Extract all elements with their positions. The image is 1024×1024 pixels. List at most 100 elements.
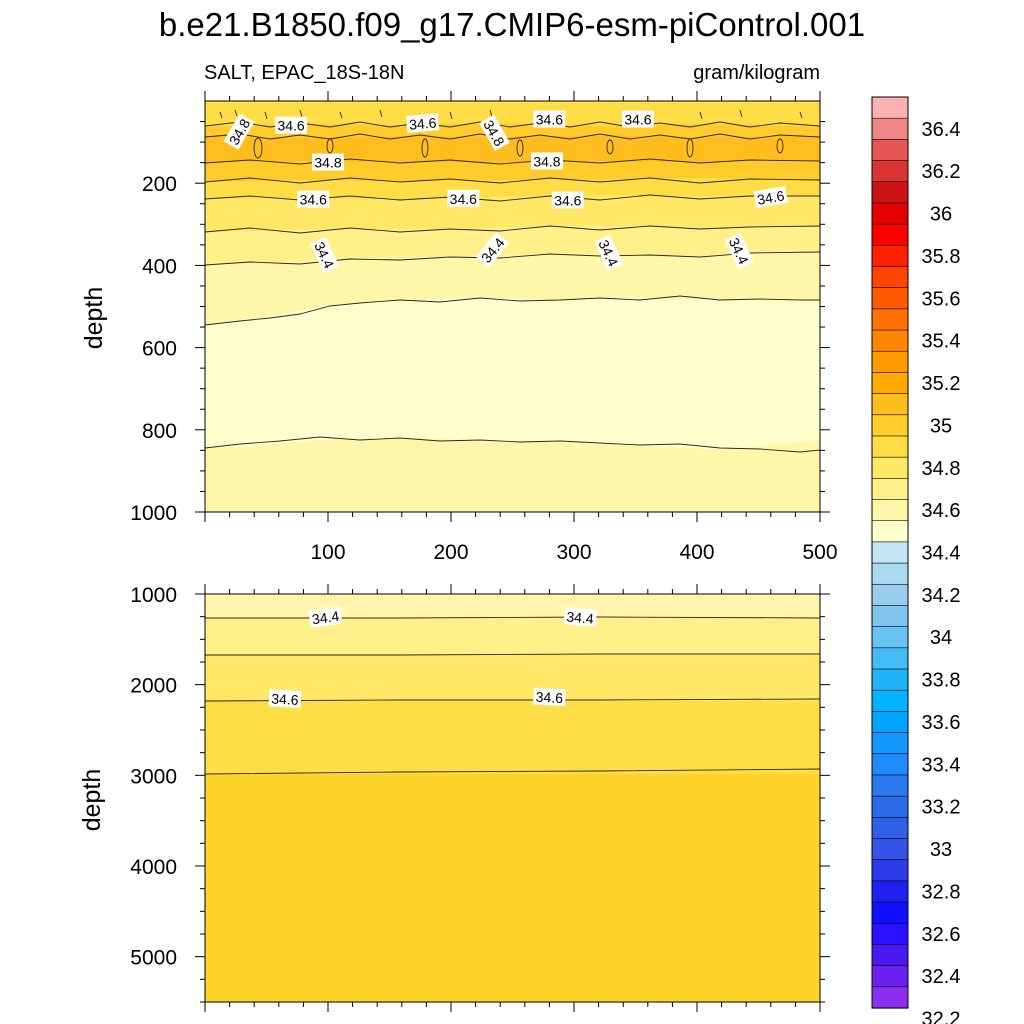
- colorbar-swatch: [871, 223, 909, 246]
- upper-band-34.3: [205, 298, 820, 450]
- y-tick-label: 5000: [130, 947, 177, 970]
- colorbar-swatch: [871, 965, 909, 988]
- colorbar-swatch: [871, 478, 909, 501]
- colorbar-label: 33: [930, 839, 952, 861]
- colorbar-label: 34: [930, 627, 952, 649]
- colorbar-label: 35.6: [922, 288, 961, 310]
- y-tick-label: 200: [142, 173, 177, 196]
- colorbar: 36.4 36.2 36 35.8 35.6 35.4 35.2 35 34.8 34.6 34.4…: [871, 96, 961, 1024]
- contour-label-box: [530, 152, 563, 170]
- colorbar-swatch: [871, 245, 909, 268]
- axis-ticks: [195, 91, 830, 1012]
- colorbar-swatch: [871, 287, 909, 310]
- y-tick-label: 1000: [130, 584, 177, 607]
- colorbar-swatch: [871, 838, 909, 861]
- contour-label-box: [724, 232, 754, 269]
- contour-label-box: [275, 116, 308, 134]
- x-tick-label: 500: [802, 541, 837, 564]
- colorbar-label: 34.6: [922, 500, 961, 522]
- contour-label-text: 34.6: [756, 187, 786, 208]
- contour-label-box: [405, 113, 440, 133]
- contour-label-text: 34.6: [271, 690, 299, 707]
- colorbar-swatch: [871, 901, 909, 924]
- colorbar-swatch: [871, 668, 909, 691]
- colorbar-swatch: [871, 774, 909, 797]
- colorbar-swatch: [871, 96, 909, 119]
- colorbar-swatch: [871, 689, 909, 712]
- contour-label-box: [753, 185, 788, 209]
- contour-label-box: [312, 153, 344, 171]
- colorbar-swatch: [871, 520, 909, 543]
- contour-label: 34.6: [297, 190, 330, 208]
- contour-label-box: [621, 110, 654, 128]
- contour-label-box: [563, 607, 597, 627]
- lower-panel-fill: [205, 594, 820, 1002]
- y-tick-label: 400: [142, 255, 177, 278]
- contour-label: 34.4: [724, 232, 754, 269]
- colorbar-label: 34.8: [922, 458, 961, 480]
- colorbar-label: 32.4: [922, 966, 961, 988]
- contour-label-text: 34.6: [408, 114, 437, 132]
- colorbar-label: 35.2: [922, 373, 961, 395]
- colorbar-label: 35: [930, 415, 952, 437]
- colorbar-label: 33.6: [922, 712, 961, 734]
- upper-contour-lines: [205, 109, 820, 453]
- colorbar-swatch: [871, 372, 909, 395]
- contour-label-text: 34.6: [624, 111, 651, 127]
- colorbar-label: 32.8: [922, 881, 961, 903]
- colorbar-swatch: [871, 922, 909, 946]
- upper-band-34.85: [205, 135, 820, 163]
- axis-tick-labels: 200 400 600 800 1000 1000 2000 3000 4000 5000 100 2…: [130, 173, 837, 969]
- contour-label-box: [479, 114, 510, 151]
- lower-contour-lines: [204, 616, 821, 775]
- colorbar-swatch: [871, 350, 909, 374]
- colorbar-label: 36.4: [922, 119, 961, 141]
- colorbar-label: 32.2: [922, 1009, 961, 1024]
- colorbar-swatch: [871, 817, 909, 840]
- contour-label: 34.8: [530, 152, 563, 170]
- colorbar-label: 34.4: [922, 543, 961, 565]
- contour-label-box: [308, 606, 343, 628]
- x-tick-label: 100: [310, 541, 345, 564]
- colorbar-label: 36.2: [922, 161, 961, 183]
- contour-label: 34.6: [621, 110, 654, 128]
- colorbar-swatch: [871, 414, 909, 437]
- colorbar-swatch: [871, 117, 909, 140]
- units-label: gram/kilogram: [693, 62, 820, 84]
- colorbar-swatch: [871, 139, 909, 162]
- x-tick-label: 400: [679, 541, 714, 564]
- colorbar-frame: [871, 96, 909, 1009]
- colorbar-swatch: [871, 753, 909, 776]
- contour-label-box: [475, 232, 510, 268]
- colorbar-swatch: [871, 202, 909, 225]
- contour-label: 34.6: [753, 185, 788, 209]
- lower-y-axis-title: depth: [78, 769, 106, 832]
- contour-label: 34.4: [563, 607, 597, 627]
- contour-label-box: [223, 113, 255, 150]
- colorbar-label: 34.2: [922, 585, 961, 607]
- contour-label-text: 34.6: [554, 192, 581, 208]
- contour-label-box: [533, 687, 566, 707]
- y-tick-label: 3000: [130, 765, 177, 788]
- colorbar-label: 33.4: [922, 754, 961, 776]
- colorbar-swatch: [871, 562, 909, 585]
- contour-label-box: [533, 110, 566, 128]
- contour-label: 34.6: [551, 191, 584, 209]
- y-tick-label: 4000: [130, 856, 177, 879]
- colorbar-swatch: [871, 160, 909, 183]
- colorbar-swatch: [871, 499, 909, 522]
- colorbar-label: 33.2: [922, 797, 961, 819]
- contour-label-box: [268, 689, 302, 708]
- contour-label-text: 34.4: [311, 608, 340, 628]
- colorbar-swatch: [871, 626, 909, 649]
- colorbar-swatch: [871, 393, 909, 416]
- contour-label-text: 34.6: [277, 118, 304, 134]
- colorbar-swatch: [871, 583, 909, 607]
- colorbar-swatch: [871, 435, 909, 458]
- colorbar-label: 33.8: [922, 670, 961, 692]
- contour-label-box: [594, 234, 624, 271]
- colorbar-swatch: [871, 605, 909, 628]
- colorbar-swatch: [871, 859, 909, 882]
- upper-panel-fill: [205, 101, 820, 512]
